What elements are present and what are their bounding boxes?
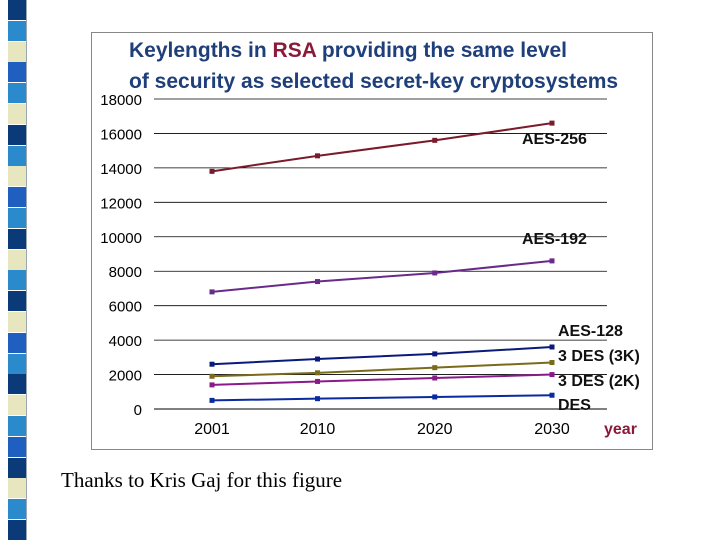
series-point bbox=[209, 382, 215, 388]
series-point bbox=[209, 397, 215, 403]
series-point bbox=[432, 394, 438, 400]
strip-square bbox=[8, 499, 26, 520]
series-label: AES-256 bbox=[522, 131, 587, 148]
series-point bbox=[315, 396, 321, 402]
strip-square bbox=[8, 353, 26, 374]
series-point bbox=[549, 392, 555, 398]
series-line bbox=[211, 346, 553, 366]
series-label: DES bbox=[558, 397, 591, 414]
series-point bbox=[432, 375, 438, 381]
series-point bbox=[549, 360, 555, 365]
chart-title-part-3: providing the same level bbox=[316, 39, 567, 62]
y-tick-label: 2000 bbox=[109, 368, 142, 385]
series-point bbox=[209, 373, 215, 379]
chart-svg: Keylengths in RSA providing the same lev… bbox=[100, 39, 640, 438]
strip-square bbox=[8, 457, 26, 478]
strip-square bbox=[8, 249, 26, 270]
x-tick-label: 2030 bbox=[534, 421, 570, 438]
tick-and-series-labels: 0 2000 4000 6000 8000 10000 12000 14000 16000 180… bbox=[100, 92, 640, 438]
strip-square bbox=[8, 104, 26, 124]
series-point bbox=[432, 365, 438, 371]
x-tick-label: 2010 bbox=[300, 421, 336, 438]
series-line bbox=[211, 122, 553, 173]
decorative-side-strip bbox=[0, 0, 27, 540]
series-label: 3 DES (2K) bbox=[558, 373, 640, 390]
strip-square bbox=[8, 436, 26, 457]
strip-square bbox=[8, 416, 26, 436]
strip-square bbox=[8, 187, 26, 208]
strip-square bbox=[8, 83, 26, 104]
series-point bbox=[432, 351, 438, 357]
series-label: 3 DES (3K) bbox=[558, 348, 640, 365]
series-point bbox=[432, 137, 438, 143]
series-label: AES-192 bbox=[522, 231, 587, 248]
strip-square bbox=[8, 332, 26, 353]
y-tick-label: 12000 bbox=[100, 195, 142, 212]
series-label: AES-128 bbox=[558, 323, 623, 340]
series-line bbox=[211, 361, 553, 378]
series-point bbox=[432, 270, 438, 276]
y-tick-label: 0 bbox=[134, 402, 142, 419]
series-point bbox=[549, 344, 555, 350]
strip-divider-line bbox=[26, 0, 27, 540]
chart-title-part-1: Keylengths in bbox=[129, 39, 273, 62]
chart-title-line-1: Keylengths in RSA providing the same lev… bbox=[129, 39, 567, 62]
strip-square bbox=[8, 124, 26, 145]
strip-square bbox=[8, 208, 26, 228]
strip-square bbox=[8, 20, 26, 41]
strip-square bbox=[8, 41, 26, 62]
strip-square bbox=[8, 478, 26, 499]
chart-frame: Keylengths in RSA providing the same lev… bbox=[91, 32, 653, 450]
strip-square bbox=[8, 270, 26, 291]
strip-square bbox=[8, 166, 26, 187]
y-tick-label: 8000 bbox=[109, 264, 142, 281]
strip-square bbox=[8, 395, 26, 416]
strip-square bbox=[8, 291, 26, 312]
strip-square bbox=[8, 312, 26, 332]
y-tick-label: 18000 bbox=[100, 92, 142, 109]
series-line bbox=[211, 394, 553, 402]
series-point bbox=[315, 279, 321, 285]
strip-square bbox=[8, 145, 26, 166]
chart-title-rsa: RSA bbox=[273, 39, 317, 62]
strip-square bbox=[8, 228, 26, 249]
series-point bbox=[549, 372, 555, 378]
strip-square bbox=[8, 0, 26, 20]
strip-square bbox=[8, 374, 26, 395]
series-point bbox=[209, 289, 215, 295]
series-point bbox=[209, 168, 215, 174]
y-tick-label: 4000 bbox=[109, 333, 142, 350]
y-tick-label: 14000 bbox=[100, 161, 142, 178]
y-tick-label: 16000 bbox=[100, 126, 142, 143]
series-point bbox=[315, 378, 321, 384]
x-axis-label: year bbox=[604, 421, 637, 438]
series-point bbox=[315, 356, 321, 362]
series-point bbox=[315, 153, 321, 159]
strip-square bbox=[8, 520, 26, 540]
y-tick-label: 6000 bbox=[109, 299, 142, 316]
chart-title-line-2: of security as selected secret-key crypt… bbox=[129, 70, 618, 93]
figure-caption: Thanks to Kris Gaj for this figure bbox=[61, 468, 343, 492]
strip-square bbox=[8, 62, 26, 83]
series-lines bbox=[209, 120, 555, 403]
series-point bbox=[549, 120, 555, 126]
series-line bbox=[211, 259, 553, 293]
series-point bbox=[315, 370, 321, 376]
series-line bbox=[211, 373, 553, 386]
y-tick-label: 10000 bbox=[100, 230, 142, 247]
x-tick-label: 2020 bbox=[417, 421, 453, 438]
x-tick-label: 2001 bbox=[194, 421, 230, 438]
series-point bbox=[549, 258, 555, 264]
series-point bbox=[209, 361, 215, 367]
